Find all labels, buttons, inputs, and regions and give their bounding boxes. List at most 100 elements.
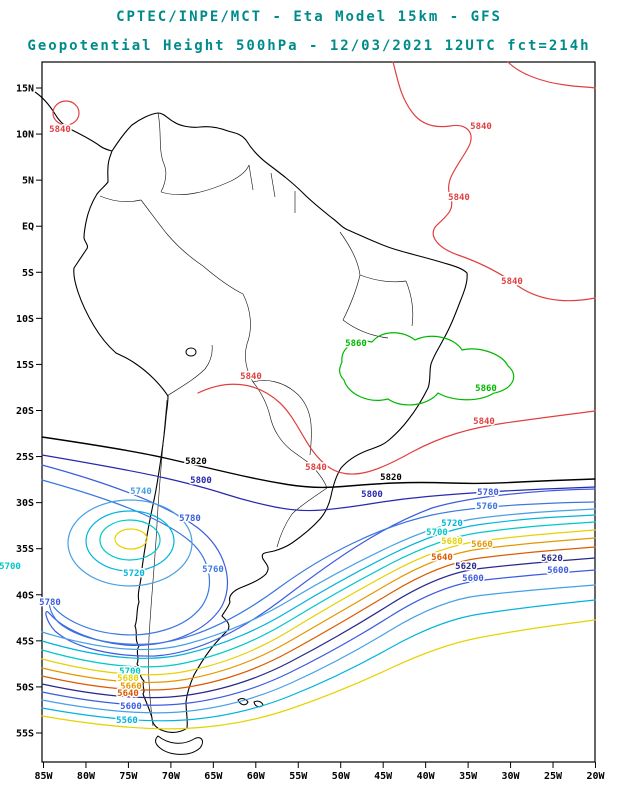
country-border xyxy=(359,274,407,283)
contour-line-5820 xyxy=(41,436,596,489)
contour-label-5840: 5840 xyxy=(470,122,492,132)
chart-title-line2: Geopotential Height 500hPa - 12/03/2021 … xyxy=(27,38,590,54)
contour-label-5840: 5840 xyxy=(305,463,327,473)
contour-label-5780: 5780 xyxy=(39,598,61,608)
contour-label-5860: 5860 xyxy=(345,339,367,349)
contour-line-5700 xyxy=(99,519,161,561)
contour-label-5840: 5840 xyxy=(473,417,495,427)
contour-label-5720: 5720 xyxy=(441,519,463,529)
contour-line-5740 xyxy=(67,499,193,587)
country-border xyxy=(157,112,167,193)
map-frame xyxy=(41,61,596,763)
lat-label: 30S xyxy=(16,498,34,509)
contour-label-5660: 5660 xyxy=(120,682,142,692)
contour-label-5780: 5780 xyxy=(179,514,201,524)
contour-label-5560: 5560 xyxy=(116,716,138,726)
lat-label: 10N xyxy=(16,130,34,141)
map-frame-layer xyxy=(41,61,596,763)
contour-label-5700: 5700 xyxy=(0,562,21,572)
contour-line-5680 xyxy=(41,529,596,676)
contour-line-5600 xyxy=(41,569,596,706)
contour-line-5740 xyxy=(41,508,596,651)
lat-label: 45S xyxy=(16,636,34,647)
contour-label-5600: 5600 xyxy=(547,566,569,576)
contour-label-5620: 5620 xyxy=(541,554,563,564)
contour-line-5680 xyxy=(114,528,148,550)
country-border xyxy=(270,172,276,198)
contour-line-5540 xyxy=(41,619,596,730)
lon-label: 60W xyxy=(247,771,266,782)
contour-label-5640: 5640 xyxy=(117,689,139,699)
basemap-layer xyxy=(34,91,468,755)
contour-label-5840: 5840 xyxy=(49,125,71,135)
lon-label: 35W xyxy=(459,771,478,782)
contour-label-5700: 5700 xyxy=(426,528,448,538)
country-border xyxy=(99,195,142,202)
contour-label-5820: 5820 xyxy=(185,457,207,467)
contour-label-5720: 5720 xyxy=(123,569,145,579)
lat-label: 5N xyxy=(22,176,34,187)
contour-line-5860 xyxy=(339,332,515,406)
contour-label-5700: 5700 xyxy=(119,667,141,677)
country-border xyxy=(252,380,312,456)
lon-label: 75W xyxy=(119,771,138,782)
contour-line-5840 xyxy=(52,100,80,126)
country-border xyxy=(166,233,204,267)
country-border xyxy=(252,381,311,465)
contour-label-5840: 5840 xyxy=(501,277,523,287)
chart-title-line1: CPTEC/INPE/MCT - Eta Model 15km - GFS xyxy=(116,9,502,25)
lat-label: 40S xyxy=(16,590,34,601)
contour-label-5800: 5800 xyxy=(361,490,383,500)
country-border xyxy=(342,319,389,339)
lon-label: 20W xyxy=(586,771,605,782)
contour-label-5600: 5600 xyxy=(462,574,484,584)
country-border xyxy=(342,274,361,321)
lat-label: EQ xyxy=(22,222,34,233)
contour-label-5800: 5800 xyxy=(190,476,212,486)
contour-label-5780: 5780 xyxy=(477,488,499,498)
lat-label: 35S xyxy=(16,544,34,555)
contour-label-5680: 5680 xyxy=(441,537,463,547)
lat-label: 10S xyxy=(16,314,34,325)
country-border xyxy=(160,164,250,195)
contour-line-5620 xyxy=(41,557,596,699)
lat-label: 25S xyxy=(16,452,34,463)
contour-line-5800 xyxy=(41,454,596,512)
contour-lines-layer xyxy=(41,61,596,730)
lon-label: 40W xyxy=(417,771,436,782)
coastline xyxy=(34,91,113,152)
contour-label-5620: 5620 xyxy=(455,562,477,572)
contour-line-5840 xyxy=(392,61,596,302)
lon-label: 30W xyxy=(502,771,521,782)
contour-line-5720 xyxy=(41,514,596,659)
country-border xyxy=(248,164,254,191)
lat-label: 5S xyxy=(22,268,34,279)
country-border xyxy=(339,231,361,276)
contour-line-5660 xyxy=(41,537,596,684)
contour-line-5640 xyxy=(41,546,596,691)
lat-label: 15S xyxy=(16,360,34,371)
lon-label: 70W xyxy=(162,771,181,782)
lon-label: 55W xyxy=(289,771,308,782)
axis-labels-layer: 15N 10N 5N EQ 5S 10S 15S 20S 25S 30S 35S 40S 45S 50S 5… xyxy=(16,84,606,783)
island-outline xyxy=(237,698,249,706)
island-outline xyxy=(185,347,197,357)
contour-label-5760: 5760 xyxy=(202,565,224,575)
lat-label: 15N xyxy=(16,84,34,95)
lon-label: 85W xyxy=(34,771,53,782)
lat-label: 20S xyxy=(16,406,34,417)
contour-label-5640: 5640 xyxy=(431,553,453,563)
lon-label: 45W xyxy=(374,771,393,782)
island-outline xyxy=(155,735,203,755)
contour-line-5840 xyxy=(197,383,596,475)
country-border xyxy=(202,265,254,383)
contour-line-5580 xyxy=(41,584,596,714)
contour-line-5700 xyxy=(41,521,596,668)
contour-label-5740: 5740 xyxy=(130,487,152,497)
country-border xyxy=(166,344,213,397)
coastline xyxy=(73,112,468,733)
contour-label-5760: 5760 xyxy=(476,502,498,512)
country-border xyxy=(140,199,168,235)
